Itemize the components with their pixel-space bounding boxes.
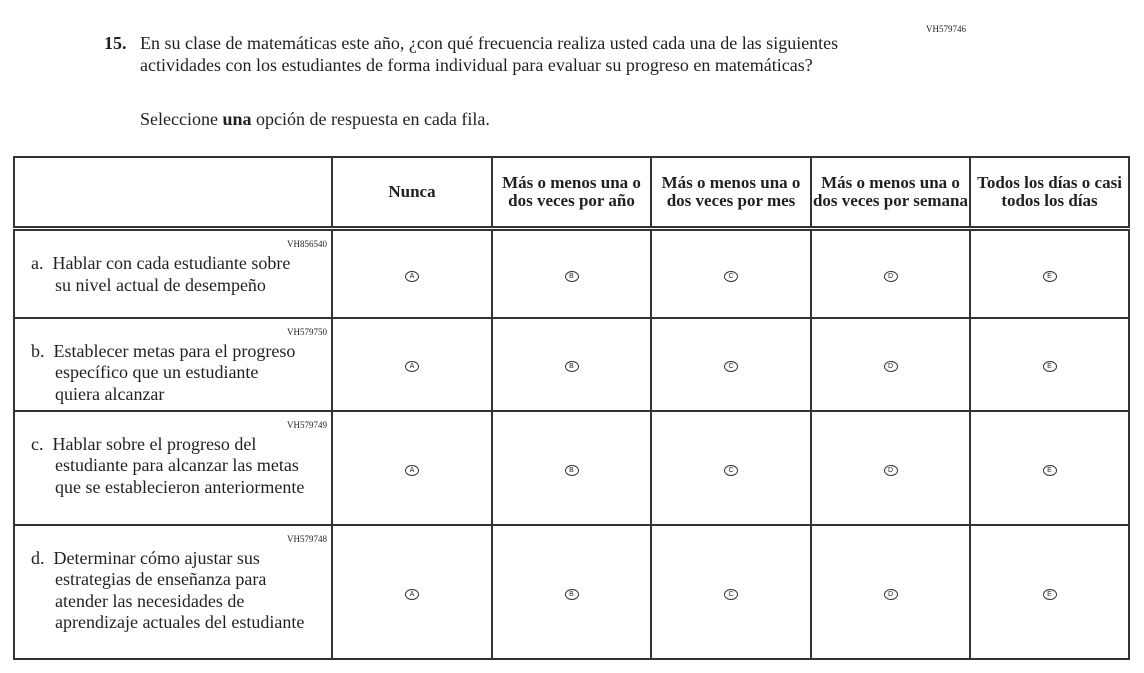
- radio-bubble-a[interactable]: A: [405, 361, 419, 372]
- question-number: 15.: [104, 33, 127, 53]
- header-row: Nunca Más o menos una o dos veces por añ…: [13, 156, 1130, 231]
- column-header: Más o menos una o dos veces por semana: [810, 156, 971, 231]
- item-label: b.: [31, 340, 45, 361]
- column-header: Más o menos una o dos veces por mes: [650, 156, 812, 231]
- radio-bubble-c[interactable]: C: [724, 464, 738, 476]
- radio-bubble-b[interactable]: B: [564, 361, 579, 372]
- item-text: d. Determinar cómo ajustar sus estrategi…: [15, 526, 305, 634]
- instruction-text: Seleccione: [140, 109, 223, 129]
- table-row: VH579749 c. Hablar sobre el progreso del …: [13, 409, 1130, 526]
- option-cell: E: [969, 409, 1130, 526]
- option-cell: D: [810, 316, 971, 412]
- column-header: Nunca: [331, 156, 493, 231]
- radio-bubble-e[interactable]: E: [1042, 464, 1057, 476]
- radio-bubble-d[interactable]: D: [883, 464, 898, 476]
- item-id: VH579749: [287, 419, 327, 430]
- option-cell: A: [331, 316, 493, 412]
- option-cell: B: [491, 227, 652, 319]
- radio-bubble-d[interactable]: D: [883, 588, 898, 600]
- item-text: a. Hablar con cada estudiante sobre su n…: [15, 231, 305, 296]
- column-header: Todos los días o casi todos los días: [969, 156, 1130, 231]
- instruction-text: opción de respuesta en cada fila.: [251, 109, 490, 129]
- option-cell: B: [491, 523, 652, 660]
- item-id: VH856540: [287, 239, 327, 249]
- radio-bubble-c[interactable]: C: [724, 361, 738, 372]
- item-label: d.: [31, 547, 45, 568]
- item-label: a.: [31, 253, 44, 273]
- item-cell: VH579748 d. Determinar cómo ajustar sus e…: [13, 523, 333, 660]
- item-cell: VH856540 a. Hablar con cada estudiante so…: [13, 227, 333, 319]
- item-description: Determinar cómo ajustar sus estrategias …: [53, 547, 305, 633]
- radio-bubble-b[interactable]: B: [564, 588, 579, 600]
- radio-bubble-d[interactable]: D: [883, 361, 898, 372]
- header-empty: [13, 156, 333, 231]
- item-cell: VH579750 b. Establecer metas para el prog…: [13, 316, 333, 412]
- option-cell: A: [331, 523, 493, 660]
- option-cell: D: [810, 409, 971, 526]
- option-cell: C: [650, 227, 812, 319]
- instruction-emphasis: una: [222, 109, 252, 129]
- radio-bubble-a[interactable]: A: [405, 270, 419, 282]
- radio-bubble-a[interactable]: A: [405, 588, 419, 600]
- item-cell: VH579749 c. Hablar sobre el progreso del …: [13, 409, 333, 526]
- question-text: En su clase de matemáticas este año, ¿co…: [140, 33, 839, 75]
- question-id: VH579746: [926, 24, 966, 34]
- column-header: Más o menos una o dos veces por año: [491, 156, 652, 231]
- option-cell: B: [491, 316, 652, 412]
- option-cell: E: [969, 523, 1130, 660]
- item-description: Establecer metas para el progreso especí…: [53, 340, 296, 404]
- item-id: VH579750: [287, 326, 327, 337]
- radio-bubble-e[interactable]: E: [1042, 588, 1057, 600]
- option-cell: D: [810, 227, 971, 319]
- radio-bubble-c[interactable]: C: [724, 270, 738, 282]
- option-cell: E: [969, 227, 1130, 319]
- radio-bubble-d[interactable]: D: [883, 270, 898, 282]
- radio-bubble-e[interactable]: E: [1042, 361, 1057, 372]
- table-row: VH579748 d. Determinar cómo ajustar sus e…: [13, 523, 1130, 660]
- radio-bubble-b[interactable]: B: [564, 270, 579, 282]
- table-row: VH579750 b. Establecer metas para el prog…: [13, 316, 1130, 412]
- response-grid: Nunca Más o menos una o dos veces por añ…: [13, 156, 1130, 660]
- option-cell: A: [331, 409, 493, 526]
- option-cell: C: [650, 316, 812, 412]
- option-cell: E: [969, 316, 1130, 412]
- radio-bubble-a[interactable]: A: [405, 464, 419, 476]
- item-description: Hablar con cada estudiante sobre su nive…: [52, 253, 291, 295]
- radio-bubble-b[interactable]: B: [564, 464, 579, 476]
- item-label: c.: [31, 433, 44, 454]
- option-cell: D: [810, 523, 971, 660]
- instruction: Seleccione una opción de respuesta en ca…: [140, 109, 490, 130]
- option-cell: C: [650, 409, 812, 526]
- table-row: VH856540 a. Hablar con cada estudiante so…: [13, 227, 1130, 319]
- item-id: VH579748: [287, 533, 327, 544]
- item-text: c. Hablar sobre el progreso del estudian…: [15, 412, 305, 499]
- option-cell: B: [491, 409, 652, 526]
- item-text: b. Establecer metas para el progreso esp…: [15, 319, 305, 406]
- radio-bubble-e[interactable]: E: [1042, 270, 1057, 282]
- option-cell: C: [650, 523, 812, 660]
- option-cell: A: [331, 227, 493, 319]
- item-description: Hablar sobre el progreso del estudiante …: [52, 433, 305, 497]
- radio-bubble-c[interactable]: C: [724, 588, 738, 600]
